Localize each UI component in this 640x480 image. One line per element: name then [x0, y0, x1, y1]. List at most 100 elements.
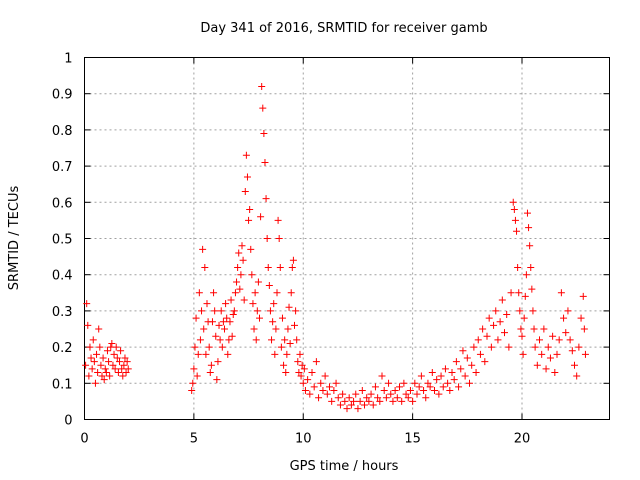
data-point [505, 343, 513, 351]
data-point [511, 216, 519, 224]
data-point [192, 314, 200, 322]
data-point [518, 332, 526, 340]
data-point [237, 271, 245, 279]
data-point [256, 314, 263, 322]
data-point [241, 187, 249, 195]
data-point [230, 307, 238, 315]
data-point [234, 263, 242, 271]
data-point [406, 387, 414, 395]
data-point [487, 343, 495, 351]
data-point [503, 311, 511, 319]
data-point [116, 358, 123, 366]
data-point [240, 296, 248, 304]
data-point [253, 307, 261, 315]
data-point [520, 314, 528, 322]
data-point [296, 350, 304, 358]
data-point [321, 372, 329, 380]
data-point [219, 318, 227, 326]
data-point [83, 300, 91, 308]
data-point [472, 368, 480, 376]
data-point [455, 383, 463, 391]
data-point [341, 397, 349, 405]
data-point [114, 368, 122, 376]
data-point [95, 325, 103, 333]
y-tick-label: 0.5 [52, 233, 73, 248]
data-point [202, 350, 210, 358]
data-point [291, 321, 298, 329]
data-point [93, 350, 101, 358]
data-point [242, 151, 250, 159]
data-point [248, 271, 256, 279]
data-point [528, 285, 536, 293]
data-point [251, 289, 259, 297]
data-point [285, 303, 293, 311]
data-point [483, 332, 491, 340]
data-point [103, 347, 111, 355]
data-point [382, 394, 390, 402]
data-point [217, 307, 225, 315]
data-point [91, 379, 99, 387]
data-point [108, 339, 116, 347]
data-point [215, 321, 223, 329]
data-point [378, 372, 386, 380]
data-point [492, 307, 500, 315]
data-point [194, 350, 202, 358]
data-point [120, 361, 128, 369]
data-point [259, 104, 267, 112]
data-point [404, 394, 412, 402]
data-point [356, 397, 364, 405]
data-point [121, 354, 129, 362]
data-point [274, 216, 282, 224]
data-point [249, 300, 257, 308]
data-point [300, 365, 308, 373]
data-points [82, 82, 589, 413]
data-point [444, 379, 452, 387]
data-point [509, 198, 517, 206]
y-tick-label: 0.8 [52, 124, 73, 139]
data-point [358, 387, 366, 395]
y-tick-label: 1 [64, 52, 72, 67]
x-tick-label: 15 [404, 432, 421, 447]
data-point [468, 361, 476, 369]
data-point [522, 271, 530, 279]
data-point [389, 397, 397, 405]
data-point [409, 397, 417, 405]
data-point [304, 376, 312, 384]
data-point [402, 390, 410, 398]
data-point [292, 307, 300, 315]
data-point [391, 387, 399, 395]
data-point [191, 343, 199, 351]
data-point [280, 361, 288, 369]
data-point [529, 307, 537, 315]
data-point [122, 368, 130, 376]
y-tick-label: 0.7 [52, 160, 73, 175]
data-point [459, 347, 467, 355]
data-point [286, 339, 294, 347]
data-point [264, 263, 272, 271]
data-point [555, 336, 563, 344]
data-point [380, 387, 388, 395]
data-point [501, 329, 508, 337]
data-point [398, 397, 406, 405]
data-point [270, 300, 278, 308]
data-point [301, 387, 309, 395]
data-point [415, 383, 423, 391]
data-point [275, 235, 283, 242]
data-point [246, 206, 254, 214]
data-point [315, 394, 323, 402]
data-point [350, 397, 358, 405]
data-point [328, 397, 336, 405]
y-tick-label: 0.2 [52, 341, 73, 356]
data-point [400, 379, 408, 387]
data-point [527, 263, 535, 271]
data-point [218, 343, 226, 351]
data-point [211, 307, 219, 315]
data-point [323, 390, 331, 398]
data-point [538, 350, 546, 358]
data-point [84, 321, 92, 329]
data-point [282, 368, 290, 376]
data-point [546, 354, 554, 362]
y-tick-label: 0.3 [52, 305, 73, 320]
data-point [564, 307, 572, 315]
